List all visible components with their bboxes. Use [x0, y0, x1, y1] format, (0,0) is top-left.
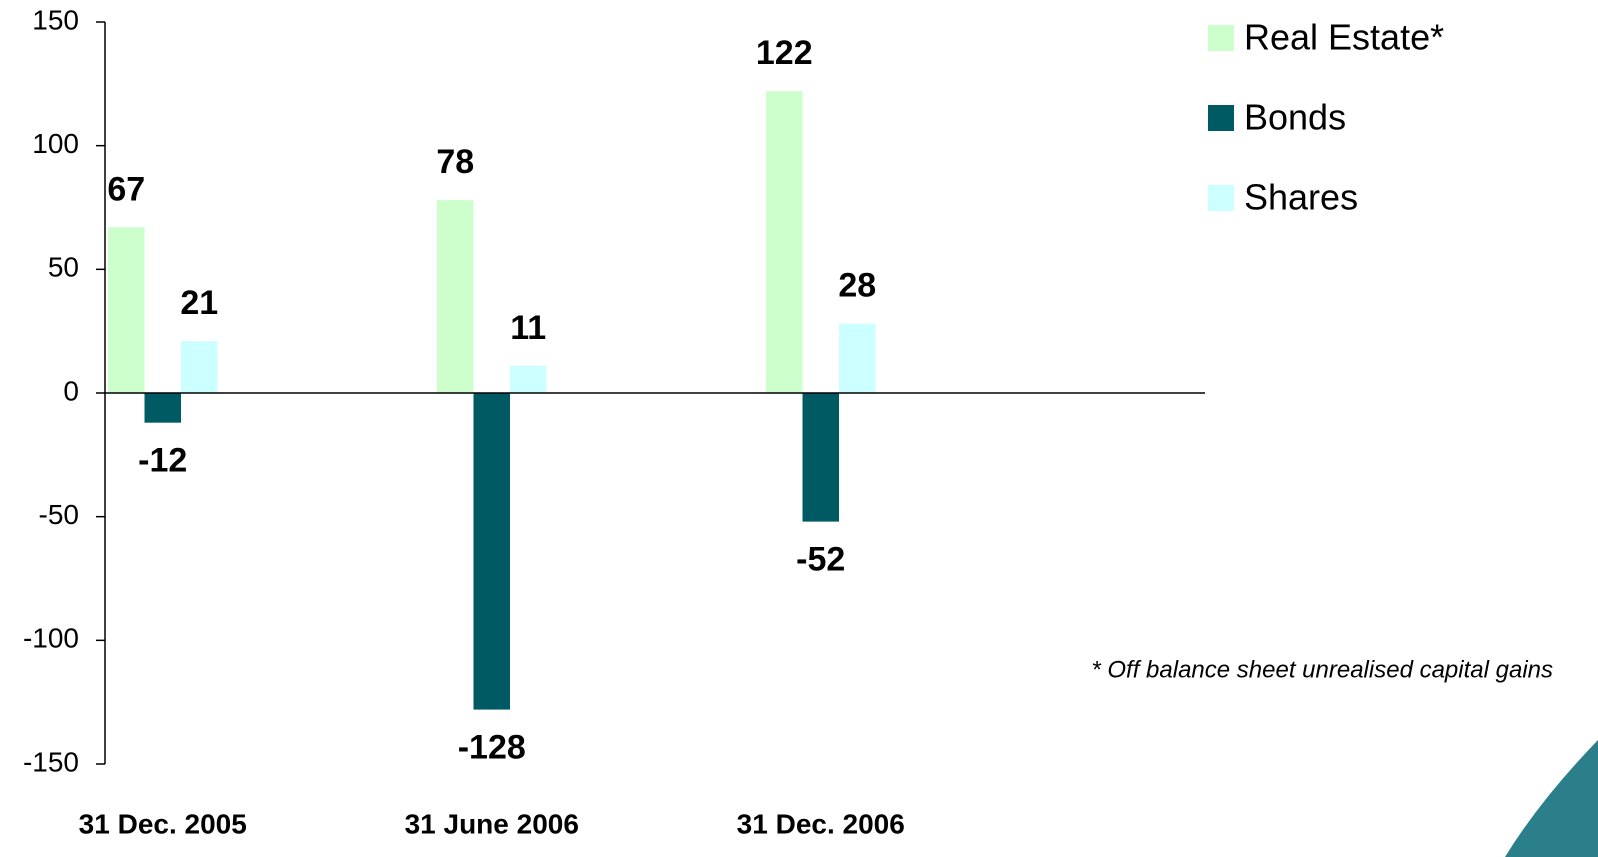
y-tick-label: -100 — [23, 623, 79, 654]
bar — [144, 393, 181, 423]
x-tick-label: 31 Dec. 2006 — [737, 808, 905, 839]
legend-swatch — [1208, 25, 1234, 51]
legend-swatch — [1208, 105, 1234, 131]
y-tick-label: -50 — [39, 499, 79, 530]
bar — [839, 323, 876, 393]
bar — [181, 341, 218, 393]
data-label: 78 — [436, 143, 474, 181]
legend-label: Shares — [1244, 177, 1358, 218]
data-label: 28 — [838, 267, 876, 305]
x-tick-label: 31 June 2006 — [405, 808, 579, 839]
legend-swatch — [1208, 185, 1234, 211]
y-tick-label: 100 — [32, 128, 79, 159]
data-label: 122 — [756, 34, 813, 72]
y-tick-label: 150 — [32, 4, 79, 35]
bar — [510, 365, 547, 393]
x-tick-label: 31 Dec. 2005 — [79, 808, 247, 839]
data-label: 11 — [510, 309, 546, 347]
corner-decoration — [1505, 740, 1598, 857]
data-label: 67 — [107, 170, 145, 208]
bar — [108, 227, 145, 393]
y-tick-label: 0 — [63, 375, 79, 406]
footnote: * Off balance sheet unrealised capital g… — [1091, 656, 1553, 683]
data-label: -128 — [458, 729, 526, 767]
data-label: -12 — [138, 442, 187, 480]
bar — [437, 200, 474, 393]
y-tick-label: 50 — [48, 252, 79, 283]
bar — [802, 393, 839, 522]
bar — [766, 91, 803, 394]
data-label: -52 — [796, 541, 845, 579]
y-tick-label: -150 — [23, 746, 79, 777]
legend-label: Bonds — [1244, 97, 1346, 138]
data-label: 21 — [180, 284, 218, 322]
legend-label: Real Estate* — [1244, 17, 1444, 58]
bar — [473, 393, 510, 710]
